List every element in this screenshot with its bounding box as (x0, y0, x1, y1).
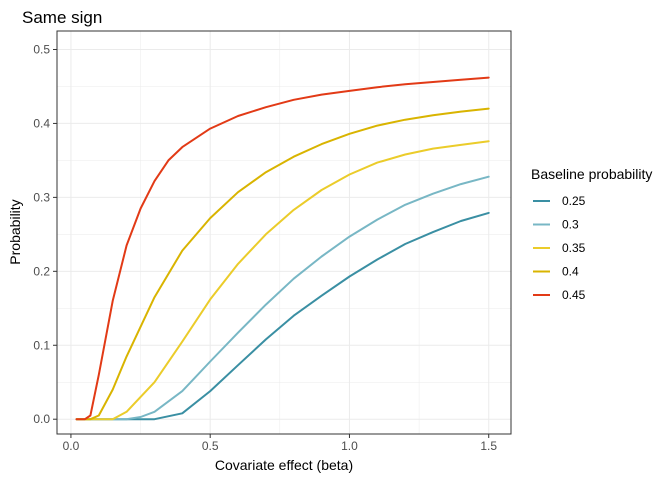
plot-border (56, 30, 512, 435)
series-line-0.4 (75, 107, 490, 421)
y-tick-label: 0.1 (33, 338, 50, 352)
series-line-0.25 (75, 211, 490, 421)
minor-gridlines (57, 31, 511, 434)
legend-items: 0.25 0.3 0.35 0.4 0.45 (533, 194, 586, 302)
legend-item-0.45: 0.45 (533, 288, 586, 302)
series-line-0.3 (75, 175, 490, 421)
x-tick-label: 0.5 (202, 439, 219, 453)
y-tick-label: 0.0 (33, 412, 50, 426)
x-axis-title: Covariate effect (beta) (215, 457, 353, 473)
legend-item-0.4: 0.4 (533, 265, 579, 279)
series-line-0.35 (75, 140, 490, 421)
y-tick-label: 0.4 (33, 116, 50, 130)
legend-item-0.35: 0.35 (533, 241, 586, 255)
legend-label-0.25: 0.25 (562, 194, 586, 208)
series-line-0.45 (75, 76, 490, 421)
plot-panel (56, 30, 512, 435)
x-tick-label: 1.0 (341, 439, 358, 453)
major-gridlines (57, 31, 511, 434)
legend-label-0.4: 0.4 (562, 265, 579, 279)
legend-title: Baseline probability (531, 166, 652, 182)
y-axis-ticks: 0.0 0.1 0.2 0.3 0.4 0.5 (33, 42, 57, 426)
y-tick-label: 0.2 (33, 264, 50, 278)
x-tick-label: 0.0 (63, 439, 80, 453)
x-tick-label: 1.5 (480, 439, 497, 453)
legend-item-0.3: 0.3 (533, 218, 579, 232)
y-tick-label: 0.3 (33, 190, 50, 204)
y-tick-label: 0.5 (33, 42, 50, 56)
x-axis-ticks: 0.0 0.5 1.0 1.5 (63, 434, 497, 453)
chart-title: Same sign (22, 8, 102, 27)
legend: Baseline probability 0.25 0.3 0.35 0.4 0.45 (531, 166, 652, 302)
series-lines (75, 76, 490, 421)
legend-label-0.3: 0.3 (562, 218, 579, 232)
legend-label-0.35: 0.35 (562, 241, 586, 255)
legend-label-0.45: 0.45 (562, 288, 586, 302)
legend-item-0.25: 0.25 (533, 194, 586, 208)
plot-background (57, 31, 511, 434)
y-axis-title: Probability (7, 199, 23, 264)
